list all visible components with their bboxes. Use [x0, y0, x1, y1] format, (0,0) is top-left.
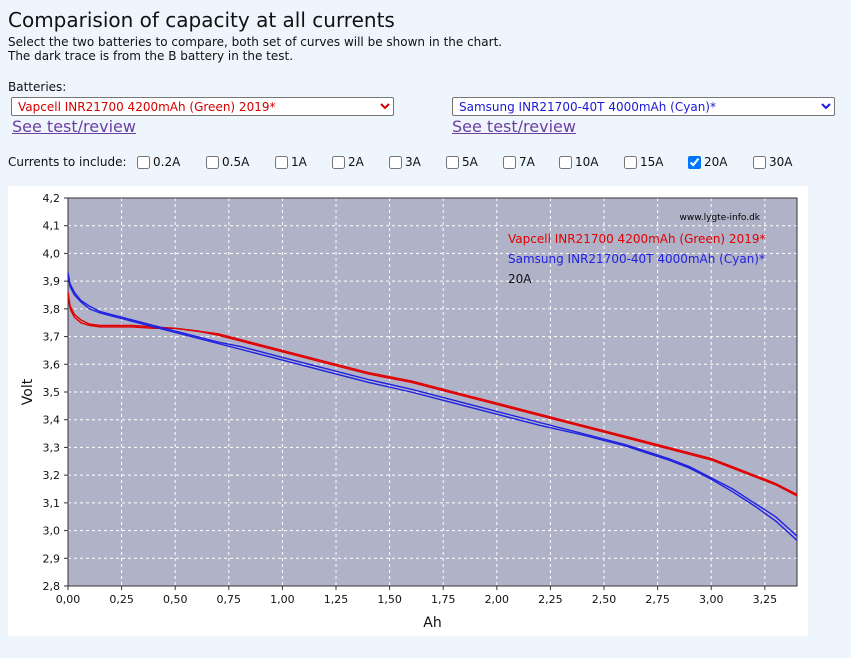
- current-checkbox-label: 15A: [640, 155, 664, 169]
- page-description: Select the two batteries to compare, bot…: [8, 35, 502, 63]
- y-tick-label: 3,0: [43, 525, 61, 538]
- current-option-5A[interactable]: 5A: [446, 155, 478, 169]
- legend-entry: Samsung INR21700-40T 4000mAh (Cyan)*: [508, 252, 765, 266]
- y-tick-label: 2,9: [43, 552, 61, 565]
- current-checkbox-30A[interactable]: [753, 155, 766, 169]
- y-tick-label: 3,6: [43, 358, 61, 371]
- description-line-1: Select the two batteries to compare, bot…: [8, 35, 503, 49]
- current-option-30A[interactable]: 30A: [753, 155, 792, 169]
- x-tick-label: 0,25: [109, 593, 134, 606]
- y-tick-label: 3,2: [43, 469, 61, 482]
- x-tick-label: 0,50: [163, 593, 188, 606]
- batteries-label: Batteries:: [8, 80, 67, 94]
- current-option-15A[interactable]: 15A: [624, 155, 663, 169]
- x-tick-label: 3,00: [699, 593, 724, 606]
- battery-a-select[interactable]: Vapcell INR21700 4200mAh (Green) 2019*: [11, 97, 394, 116]
- y-tick-label: 4,2: [43, 192, 61, 205]
- y-tick-label: 3,5: [43, 386, 61, 399]
- current-checkbox-label: 3A: [405, 155, 421, 169]
- x-tick-label: 2,50: [592, 593, 617, 606]
- current-checkbox-label: 2A: [348, 155, 364, 169]
- current-checkbox-2A[interactable]: [332, 155, 345, 169]
- y-axis-label: Volt: [20, 378, 36, 405]
- x-tick-label: 3,25: [753, 593, 778, 606]
- battery-b-select[interactable]: Samsung INR21700-40T 4000mAh (Cyan)*: [452, 97, 835, 116]
- current-option-7A[interactable]: 7A: [503, 155, 535, 169]
- x-tick-label: 0,75: [217, 593, 242, 606]
- legend-entry: Vapcell INR21700 4200mAh (Green) 2019*: [508, 232, 765, 246]
- x-tick-label: 0,00: [56, 593, 81, 606]
- y-tick-label: 3,4: [43, 414, 61, 427]
- current-checkbox-label: 10A: [575, 155, 599, 169]
- y-tick-label: 3,8: [43, 303, 61, 316]
- watermark: www.lygte-info.dk: [680, 213, 761, 223]
- current-checkbox-label: 5A: [462, 155, 478, 169]
- current-checkbox-1A[interactable]: [275, 155, 288, 169]
- current-checkbox-0-2A[interactable]: [137, 155, 150, 169]
- description-line-2: The dark trace is from the B battery in …: [8, 49, 294, 63]
- current-option-0-5A[interactable]: 0.5A: [206, 155, 249, 169]
- x-tick-label: 1,00: [270, 593, 295, 606]
- current-option-20A[interactable]: 20A: [688, 155, 727, 169]
- current-option-1A[interactable]: 1A: [275, 155, 307, 169]
- current-option-0-2A[interactable]: 0.2A: [137, 155, 180, 169]
- plot-border: [67, 197, 798, 587]
- page-title: Comparision of capacity at all currents: [8, 8, 395, 32]
- current-checkbox-label: 1A: [291, 155, 307, 169]
- series-line-vapcell: [67, 292, 798, 497]
- x-tick-label: 1,25: [324, 593, 349, 606]
- current-checkbox-15A[interactable]: [624, 155, 637, 169]
- series-line-vapcell: [67, 294, 798, 496]
- currents-label: Currents to include:: [8, 155, 127, 169]
- series-line-samsung: [67, 275, 798, 541]
- current-checkbox-label: 7A: [519, 155, 535, 169]
- current-checkbox-20A[interactable]: [688, 155, 701, 169]
- y-tick-label: 2,8: [43, 580, 61, 593]
- x-tick-label: 2,25: [538, 593, 563, 606]
- series-line-samsung: [67, 272, 798, 537]
- current-checkbox-label: 20A: [704, 155, 728, 169]
- current-checkbox-label: 30A: [769, 155, 793, 169]
- capacity-chart: 0,00 0,25 0,50 0,75 1,00 1,25 1,50 1,75 2,00 2,25…: [20, 192, 798, 631]
- x-tick-label: 1,75: [431, 593, 456, 606]
- y-tick-label: 4,0: [43, 247, 61, 260]
- x-tick-label: 2,00: [485, 593, 510, 606]
- current-option-2A[interactable]: 2A: [332, 155, 364, 169]
- current-checkbox-10A[interactable]: [559, 155, 572, 169]
- current-checkbox-3A[interactable]: [389, 155, 402, 169]
- y-tick-label: 3,1: [43, 497, 61, 510]
- current-checkbox-5A[interactable]: [446, 155, 459, 169]
- legend-entry: 20A: [508, 272, 532, 286]
- current-checkbox-label: 0.5A: [222, 155, 250, 169]
- chart-container: 0,00 0,25 0,50 0,75 1,00 1,25 1,50 1,75 2,00 2,25…: [8, 186, 808, 636]
- y-tick-label: 3,9: [43, 275, 61, 288]
- current-option-10A[interactable]: 10A: [559, 155, 598, 169]
- current-option-3A[interactable]: 3A: [389, 155, 421, 169]
- x-axis-label: Ah: [423, 615, 441, 631]
- current-checkbox-0-5A[interactable]: [206, 155, 219, 169]
- current-checkbox-7A[interactable]: [503, 155, 516, 169]
- y-tick-label: 4,1: [43, 220, 61, 233]
- current-checkbox-label: 0.2A: [153, 155, 181, 169]
- x-tick-label: 2,75: [645, 593, 670, 606]
- see-test-review-link-a[interactable]: See test/review: [12, 117, 136, 136]
- see-test-review-link-b[interactable]: See test/review: [452, 117, 576, 136]
- y-tick-label: 3,3: [43, 441, 61, 454]
- y-tick-label: 3,7: [43, 331, 61, 344]
- x-tick-label: 1,50: [377, 593, 402, 606]
